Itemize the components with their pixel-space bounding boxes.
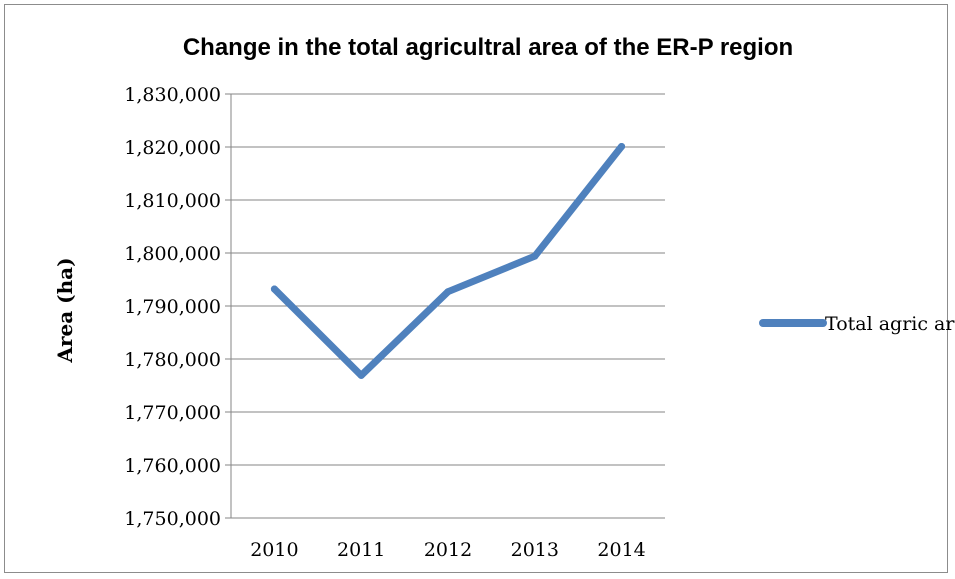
y-tick-label: 1,780,000 — [124, 349, 221, 371]
x-tick-label: 2012 — [424, 539, 472, 561]
y-tick-label: 1,790,000 — [124, 296, 221, 318]
gridlines — [225, 93, 665, 519]
chart-frame — [4, 4, 948, 573]
y-tick-label: 1,750,000 — [124, 508, 221, 530]
x-tick-label: 2011 — [337, 539, 385, 561]
y-tick-label: 1,810,000 — [124, 190, 221, 212]
series-group — [270, 142, 626, 379]
y-tick-label: 1,830,000 — [124, 84, 221, 106]
legend: Total agric area — [759, 313, 955, 335]
y-tick-label: 1,770,000 — [124, 402, 221, 424]
data-point — [357, 371, 365, 379]
data-point — [270, 285, 278, 293]
legend-label: Total agric area — [825, 313, 955, 335]
y-tick-labels: 1,750,000 1,760,000 1,770,000 1,780,000 1,79… — [124, 84, 221, 530]
series-line — [270, 142, 626, 379]
y-tick-label: 1,800,000 — [124, 243, 221, 265]
chart-title: Change in the total agricultral area of … — [183, 34, 793, 61]
data-point — [531, 252, 539, 260]
data-point — [618, 142, 626, 150]
y-tick-label: 1,820,000 — [124, 137, 221, 159]
x-tick-labels: 2010 2011 2012 2013 2014 — [250, 539, 646, 561]
y-axis-label: Area (ha) — [53, 257, 77, 363]
x-tick-label: 2013 — [511, 539, 559, 561]
x-tick-label: 2010 — [250, 539, 298, 561]
y-tick-label: 1,760,000 — [124, 455, 221, 477]
x-tick-label: 2014 — [597, 539, 645, 561]
data-point — [444, 288, 452, 296]
